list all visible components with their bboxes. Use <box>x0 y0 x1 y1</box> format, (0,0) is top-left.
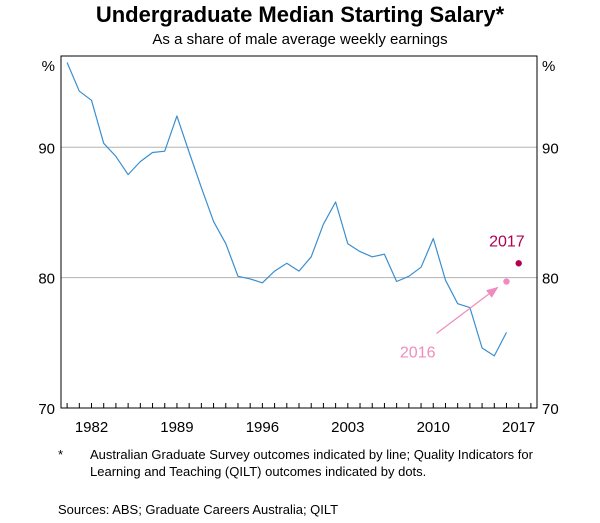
chart: 70 70 80 80 90 90% % 1982 1989 1996 2003 2010 2017 20… <box>38 55 559 436</box>
x-tick-label: 1982 <box>75 419 108 436</box>
x-tick-label: 1989 <box>160 419 193 436</box>
y-tick-label-right: 90 <box>542 140 559 157</box>
y-unit-label-left: % <box>42 58 55 75</box>
y-tick-label-left: 80 <box>38 271 55 288</box>
x-tick-label: 2010 <box>417 419 450 436</box>
sources: Sources: ABS; Graduate Careers Australia… <box>58 502 339 517</box>
y-tick-label-right: 80 <box>542 271 559 288</box>
y-tick-label-left: 70 <box>38 401 55 418</box>
x-tick-label: 2017 <box>502 419 535 436</box>
data-point-2017 <box>515 260 522 267</box>
chart-title: Undergraduate Median Starting Salary* <box>95 2 505 27</box>
data-point-2016 <box>503 278 510 285</box>
data-label-2016: 2016 <box>400 345 436 362</box>
series-line <box>66 62 508 357</box>
chart-subtitle: As a share of male average weekly earnin… <box>152 31 448 48</box>
plot-frame <box>60 55 538 409</box>
annotation-arrow-2016 <box>436 286 499 335</box>
y-tick-label-left: 90 <box>38 140 55 157</box>
x-tick-label: 1996 <box>246 419 279 436</box>
footnote-marker: * <box>58 447 64 462</box>
data-label-2017: 2017 <box>489 233 525 250</box>
x-tick-label: 2003 <box>331 419 364 436</box>
footnote-text: Australian Graduate Survey outcomes indi… <box>90 447 533 479</box>
y-unit-label-right: % <box>542 58 555 75</box>
y-tick-label-right: 70 <box>542 401 559 418</box>
